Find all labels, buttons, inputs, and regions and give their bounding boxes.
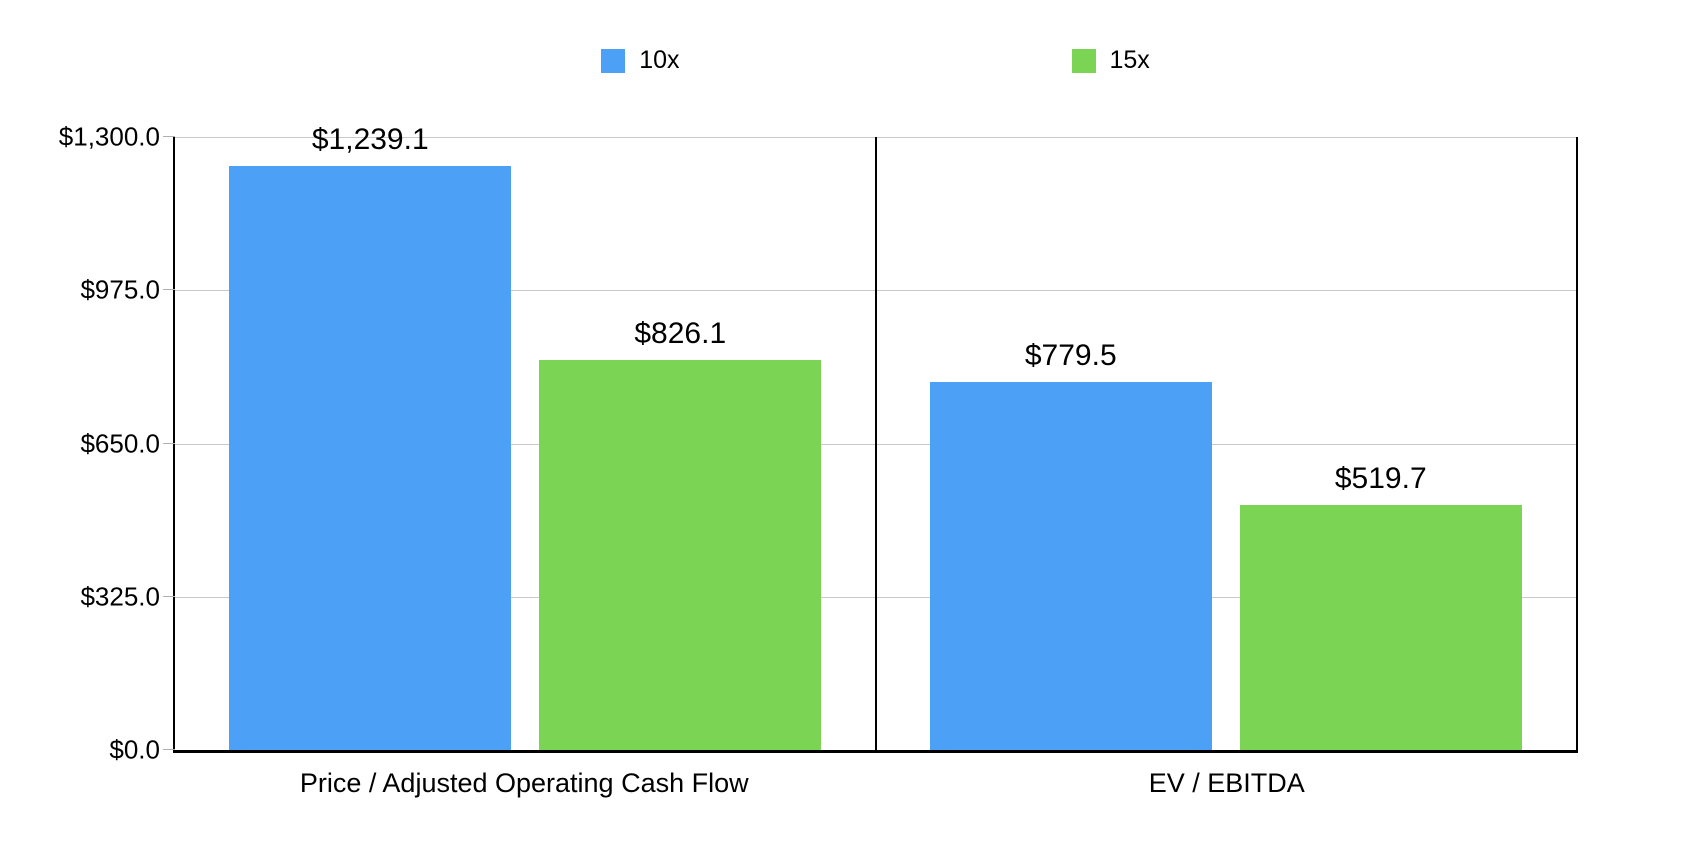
- y-axis-label-325: $325.0: [80, 581, 160, 612]
- bar-value-label-10x-price-adjusted-operating-cash-flow: $1,239.1: [311, 122, 429, 156]
- y-axis-label-650: $650.0: [80, 428, 160, 458]
- bar-value-label-10x-ev-ebitda: $779.5: [1024, 339, 1117, 373]
- legend-label-10x: 10x: [639, 46, 680, 74]
- bar-15x-ev-ebitda: $519.7: [1239, 462, 1522, 750]
- chart-legend: 10x 15x: [173, 46, 1578, 75]
- y-axis-label-975: $975.0: [80, 274, 160, 305]
- category-divider-1: [874, 137, 877, 750]
- y-axis-tick-1300: [163, 136, 175, 137]
- y-axis-tick-975: [163, 289, 175, 291]
- bar-15x-price-adjusted-operating-cash-flow: $826.1: [539, 317, 822, 750]
- x-axis-label-ev-ebitda: EV / EBITDA: [1148, 768, 1305, 798]
- x-axis-label-price-adjusted-operating-cash-flow: Price / Adjusted Operating Cash Flow: [299, 768, 749, 798]
- y-axis-label-0: $0.0: [109, 734, 160, 765]
- bar-value-label-15x-ev-ebitda: $519.7: [1334, 461, 1427, 495]
- bar-group-ev-ebitda: $779.5 $519.7: [876, 137, 1577, 750]
- legend-swatch-15x: [1071, 48, 1096, 73]
- legend-item-15x: 15x: [1071, 46, 1150, 75]
- bar-10x-price-adjusted-operating-cash-flow: $1,239.1: [229, 123, 512, 750]
- bar-10x-ev-ebitda: $779.5: [929, 339, 1212, 750]
- bar-group-price-adjusted-operating-cash-flow: $1,239.1 $826.1: [175, 123, 876, 750]
- y-axis-tick-650: [163, 442, 175, 444]
- y-axis-tick-325: [163, 595, 175, 597]
- y-axis-label-1300: $1,300.0: [58, 121, 160, 152]
- x-axis: Price / Adjusted Operating Cash Flow EV /…: [173, 763, 1578, 803]
- legend-label-15x: 15x: [1109, 46, 1150, 74]
- bar-value-label-15x-price-adjusted-operating-cash-flow: $826.1: [634, 317, 727, 351]
- y-axis-tick-0: [163, 749, 175, 750]
- legend-item-10x: 10x: [601, 46, 680, 75]
- plot-area: $0.0 $325.0 $650.0 $975.0 $1,300.0 $1,239.1 $8…: [59, 122, 1578, 765]
- legend-swatch-10x: [601, 48, 626, 73]
